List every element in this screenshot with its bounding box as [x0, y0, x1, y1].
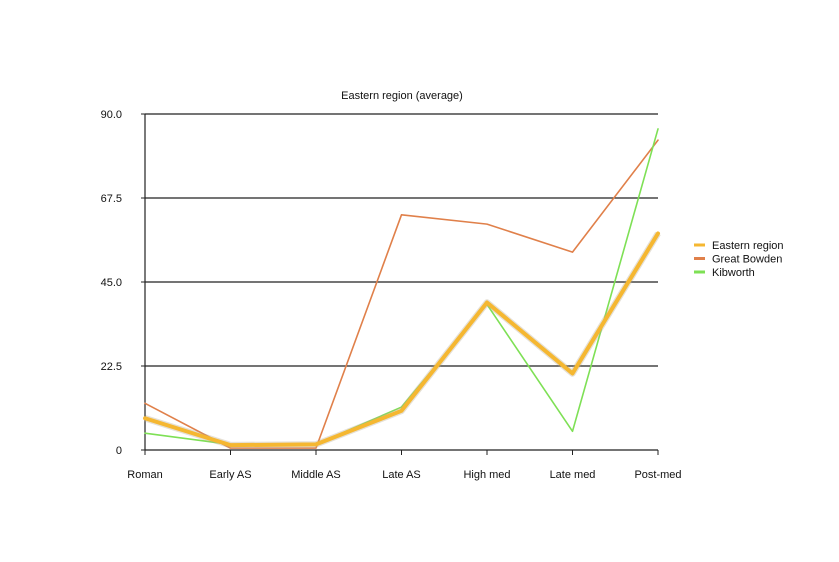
legend-label-eastern-region: Eastern region	[712, 240, 784, 252]
series-great-bowden	[144, 139, 659, 449]
y-axis-ticks: 0 22.5 45.0 67.5 90.0	[101, 109, 122, 457]
data-point-great-bowden-4	[486, 223, 488, 225]
data-point-great-bowden-3	[401, 214, 402, 216]
series-lines	[143, 128, 661, 449]
y-tick-label: 22.5	[101, 361, 122, 373]
data-point-eastern-region-0	[144, 417, 146, 419]
data-point-eastern-region-5	[572, 372, 573, 374]
legend-label-great-bowden: Great Bowden	[712, 254, 782, 266]
data-point-kibworth-6	[657, 128, 659, 130]
series-kibworth	[144, 128, 659, 446]
x-tick-label: Late AS	[382, 469, 421, 481]
x-tick-label: Post-med	[634, 469, 681, 481]
legend-label-kibworth: Kibworth	[712, 267, 755, 279]
series-eastern-region	[143, 231, 661, 449]
y-tick-label: 67.5	[101, 193, 122, 205]
chart-title: Eastern region (average)	[341, 90, 463, 102]
data-point-great-bowden-6	[657, 139, 659, 141]
data-point-great-bowden-1	[230, 447, 231, 449]
data-point-eastern-region-4	[486, 302, 488, 304]
data-point-eastern-region-1	[230, 444, 231, 446]
y-tick-label: 0	[116, 445, 122, 457]
x-tick-label: Roman	[127, 469, 162, 481]
x-tick-label: High med	[463, 469, 510, 481]
data-point-great-bowden-5	[572, 251, 573, 253]
data-point-great-bowden-0	[144, 402, 146, 404]
data-point-eastern-region-3	[401, 410, 402, 412]
data-point-eastern-region-6	[657, 232, 659, 234]
data-point-eastern-region-2	[315, 443, 317, 445]
x-tick-label: Early AS	[209, 469, 251, 481]
data-point-kibworth-0	[144, 432, 146, 434]
x-tick-label: Late med	[550, 469, 596, 481]
x-axis-ticks: Roman Early AS Middle AS Late AS High med Lat…	[127, 469, 681, 481]
gridlines	[141, 113, 659, 455]
data-point-kibworth-5	[572, 430, 573, 432]
y-tick-label: 45.0	[101, 277, 122, 289]
y-tick-label: 90.0	[101, 109, 122, 121]
series-shadow-eastern-region	[144, 231, 661, 449]
series-line-kibworth	[144, 128, 659, 446]
x-tick-label: Middle AS	[291, 469, 341, 481]
data-point-great-bowden-2	[315, 447, 317, 449]
